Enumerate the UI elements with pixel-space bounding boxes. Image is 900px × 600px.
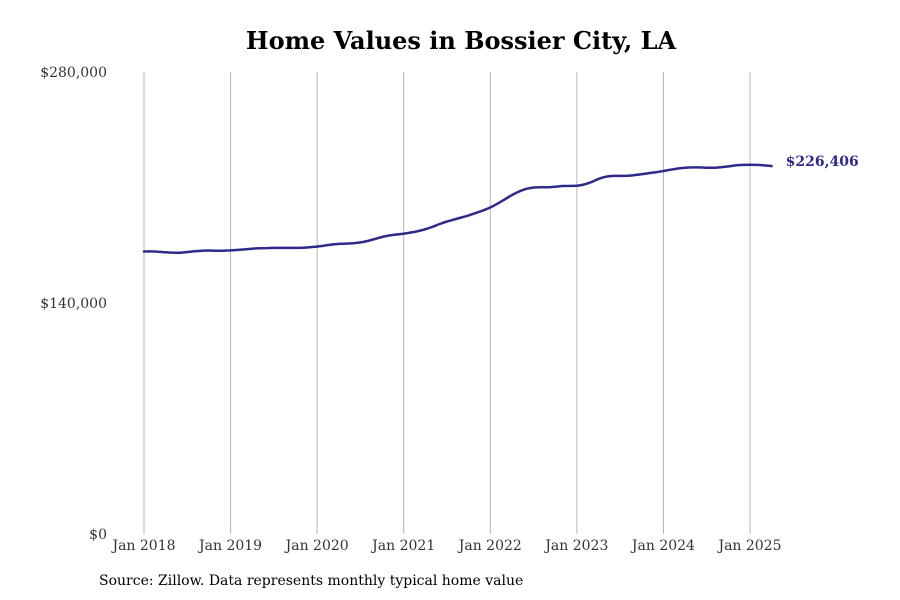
series-layer	[142, 163, 773, 254]
x-tick-label: Jan 2022	[457, 538, 522, 554]
x-tick-label: Jan 2023	[543, 538, 608, 554]
x-tick-label: Jan 2021	[370, 538, 435, 554]
y-tick-label: $0	[89, 527, 107, 543]
y-tick-label: $280,000	[40, 65, 107, 81]
series-line	[142, 163, 773, 254]
x-tick-label: Jan 2019	[197, 538, 262, 554]
end-value-label: $226,406	[786, 154, 859, 170]
grid-lines	[143, 72, 751, 534]
y-tick-label: $140,000	[40, 296, 107, 312]
x-tick-label: Jan 2024	[630, 538, 695, 554]
y-axis-ticks: $0 $140,000 $280,000	[40, 65, 107, 543]
chart-title: Home Values in Bossier City, LA	[245, 26, 677, 55]
source-note: Source: Zillow. Data represents monthly …	[99, 573, 524, 589]
x-tick-label: Jan 2018	[110, 538, 175, 554]
annotations: $226,406	[786, 154, 859, 170]
x-tick-label: Jan 2025	[716, 538, 781, 554]
x-tick-label: Jan 2020	[284, 538, 349, 554]
x-axis-ticks: Jan 2018 Jan 2019 Jan 2020 Jan 2021 Jan 2022…	[110, 538, 781, 554]
